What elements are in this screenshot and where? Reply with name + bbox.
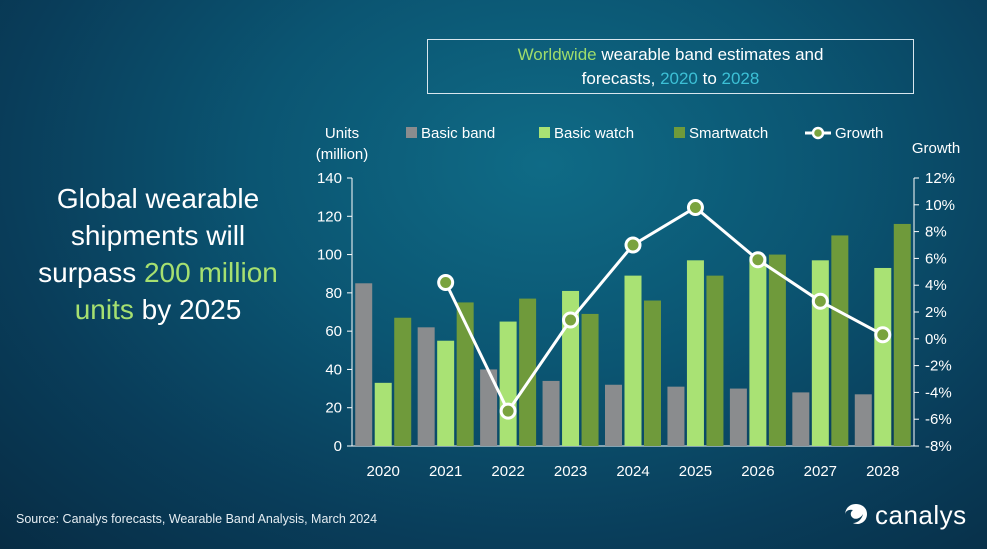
- canalys-swirl-icon: [845, 504, 867, 524]
- y-tick-label: 120: [317, 208, 342, 225]
- growth-point-2028: [874, 326, 892, 344]
- y-axis-title: Units: [325, 125, 359, 142]
- x-tick-label: 2028: [866, 463, 899, 480]
- y-tick-label: 0: [334, 438, 342, 455]
- title-year-end: 2028: [721, 69, 760, 88]
- bar-basic-watch-2023: [562, 290, 580, 446]
- headline-line-1: Global wearable: [56, 183, 260, 214]
- bar-smartwatch-2028: [893, 223, 911, 446]
- x-tick-label: 2026: [741, 463, 774, 480]
- legend-swatch-basic-band: [406, 127, 417, 138]
- bar-basic-band-2028: [854, 394, 872, 446]
- title-text-3: to: [697, 69, 722, 88]
- y-tick-label: 40: [325, 361, 342, 378]
- growth-point-2025: [686, 198, 704, 216]
- x-tick-label: 2021: [429, 463, 462, 480]
- bar-basic-band-2023: [542, 380, 560, 446]
- bar-basic-band-2026: [729, 388, 747, 446]
- y2-tick-label: -4%: [925, 384, 952, 401]
- growth-point-2026: [749, 251, 767, 269]
- bar-basic-watch-2027: [811, 260, 829, 446]
- bar-smartwatch-2022: [519, 298, 537, 446]
- growth-point-2022: [499, 402, 517, 420]
- canalys-wordmark: canalys: [875, 499, 967, 530]
- headline-highlight-units: units: [74, 294, 134, 325]
- bar-basic-band-2020: [355, 283, 373, 446]
- y-axis-title-unit: (million): [316, 146, 369, 163]
- x-tick-label: 2027: [804, 463, 837, 480]
- bar-smartwatch-2027: [831, 235, 849, 446]
- y2-tick-label: -8%: [925, 438, 952, 455]
- canalys-logo: canalys: [843, 500, 967, 530]
- y-tick-label: 20: [325, 400, 342, 417]
- bar-smartwatch-2026: [768, 254, 786, 446]
- chart-title-box: Worldwide wearable band estimates and fo…: [427, 39, 914, 94]
- growth-point-2023: [562, 311, 580, 329]
- legend-swatch-smartwatch: [674, 127, 685, 138]
- source-note: Source: Canalys forecasts, Wearable Band…: [16, 512, 378, 526]
- x-tick-label: 2024: [616, 463, 649, 480]
- y2-tick-label: -2%: [925, 358, 952, 375]
- y2-tick-label: 12%: [925, 170, 955, 187]
- bar-basic-watch-2022: [499, 321, 517, 446]
- bar-basic-band-2021: [417, 327, 435, 446]
- legend-swatch-basic-watch: [539, 127, 550, 138]
- growth-point-2024: [624, 236, 642, 254]
- bar-basic-watch-2026: [749, 256, 767, 446]
- bar-basic-band-2027: [792, 392, 810, 446]
- legend-label-basic-watch: Basic watch: [554, 125, 634, 142]
- x-tick-label: 2022: [491, 463, 524, 480]
- headline-highlight-200m: 200 million: [143, 257, 278, 288]
- title-year-start: 2020: [660, 69, 698, 88]
- bar-basic-band-2024: [605, 384, 622, 446]
- growth-line: [444, 205, 884, 415]
- title-text-2: forecasts,: [581, 69, 661, 88]
- y-tick-label: 140: [317, 170, 342, 187]
- bar-basic-watch-2028: [874, 267, 892, 446]
- bar-smartwatch-2023: [581, 313, 599, 446]
- y-tick-label: 100: [317, 247, 342, 264]
- bar-basic-watch-2024: [624, 275, 642, 446]
- legend-label-growth: Growth: [835, 125, 883, 142]
- y-tick-label: 60: [325, 323, 342, 340]
- legend-label-basic-band: Basic band: [421, 125, 495, 142]
- headline-line-2: shipments will: [70, 220, 246, 251]
- legend-growth-marker: [811, 126, 825, 140]
- headline-line-3: surpass 200 million: [38, 257, 278, 288]
- y2-tick-label: 2%: [925, 304, 947, 321]
- legend-label-smartwatch: Smartwatch: [689, 125, 768, 142]
- x-tick-label: 2020: [367, 463, 400, 480]
- bar-smartwatch-2020: [394, 317, 412, 446]
- growth-point-2021: [437, 274, 455, 292]
- y2-tick-label: 0%: [925, 331, 947, 348]
- y-tick-label: 80: [325, 285, 342, 302]
- y2-tick-label: 8%: [925, 224, 947, 241]
- title-text-1: wearable band estimates and: [596, 45, 824, 64]
- headline: Global wearable shipments will surpass 2…: [8, 180, 308, 328]
- title-worldwide: Worldwide: [517, 45, 597, 64]
- y2-tick-label: 10%: [925, 197, 955, 214]
- y2-tick-label: -6%: [925, 411, 952, 428]
- y2-tick-label: 4%: [925, 277, 947, 294]
- x-tick-label: 2025: [679, 463, 712, 480]
- bar-basic-watch-2021: [437, 340, 455, 446]
- y2-tick-label: 6%: [925, 250, 947, 267]
- bar-basic-watch-2025: [686, 260, 704, 446]
- growth-point-2027: [811, 292, 829, 310]
- bar-basic-band-2025: [667, 386, 685, 446]
- bar-basic-band-2022: [480, 369, 498, 446]
- y2-axis-title: Growth: [912, 140, 960, 157]
- bar-basic-watch-2020: [374, 382, 392, 446]
- headline-line-4: units by 2025: [74, 294, 242, 325]
- bar-smartwatch-2021: [456, 302, 474, 446]
- bar-smartwatch-2025: [706, 275, 724, 446]
- x-tick-label: 2023: [554, 463, 587, 480]
- bar-smartwatch-2024: [644, 300, 661, 446]
